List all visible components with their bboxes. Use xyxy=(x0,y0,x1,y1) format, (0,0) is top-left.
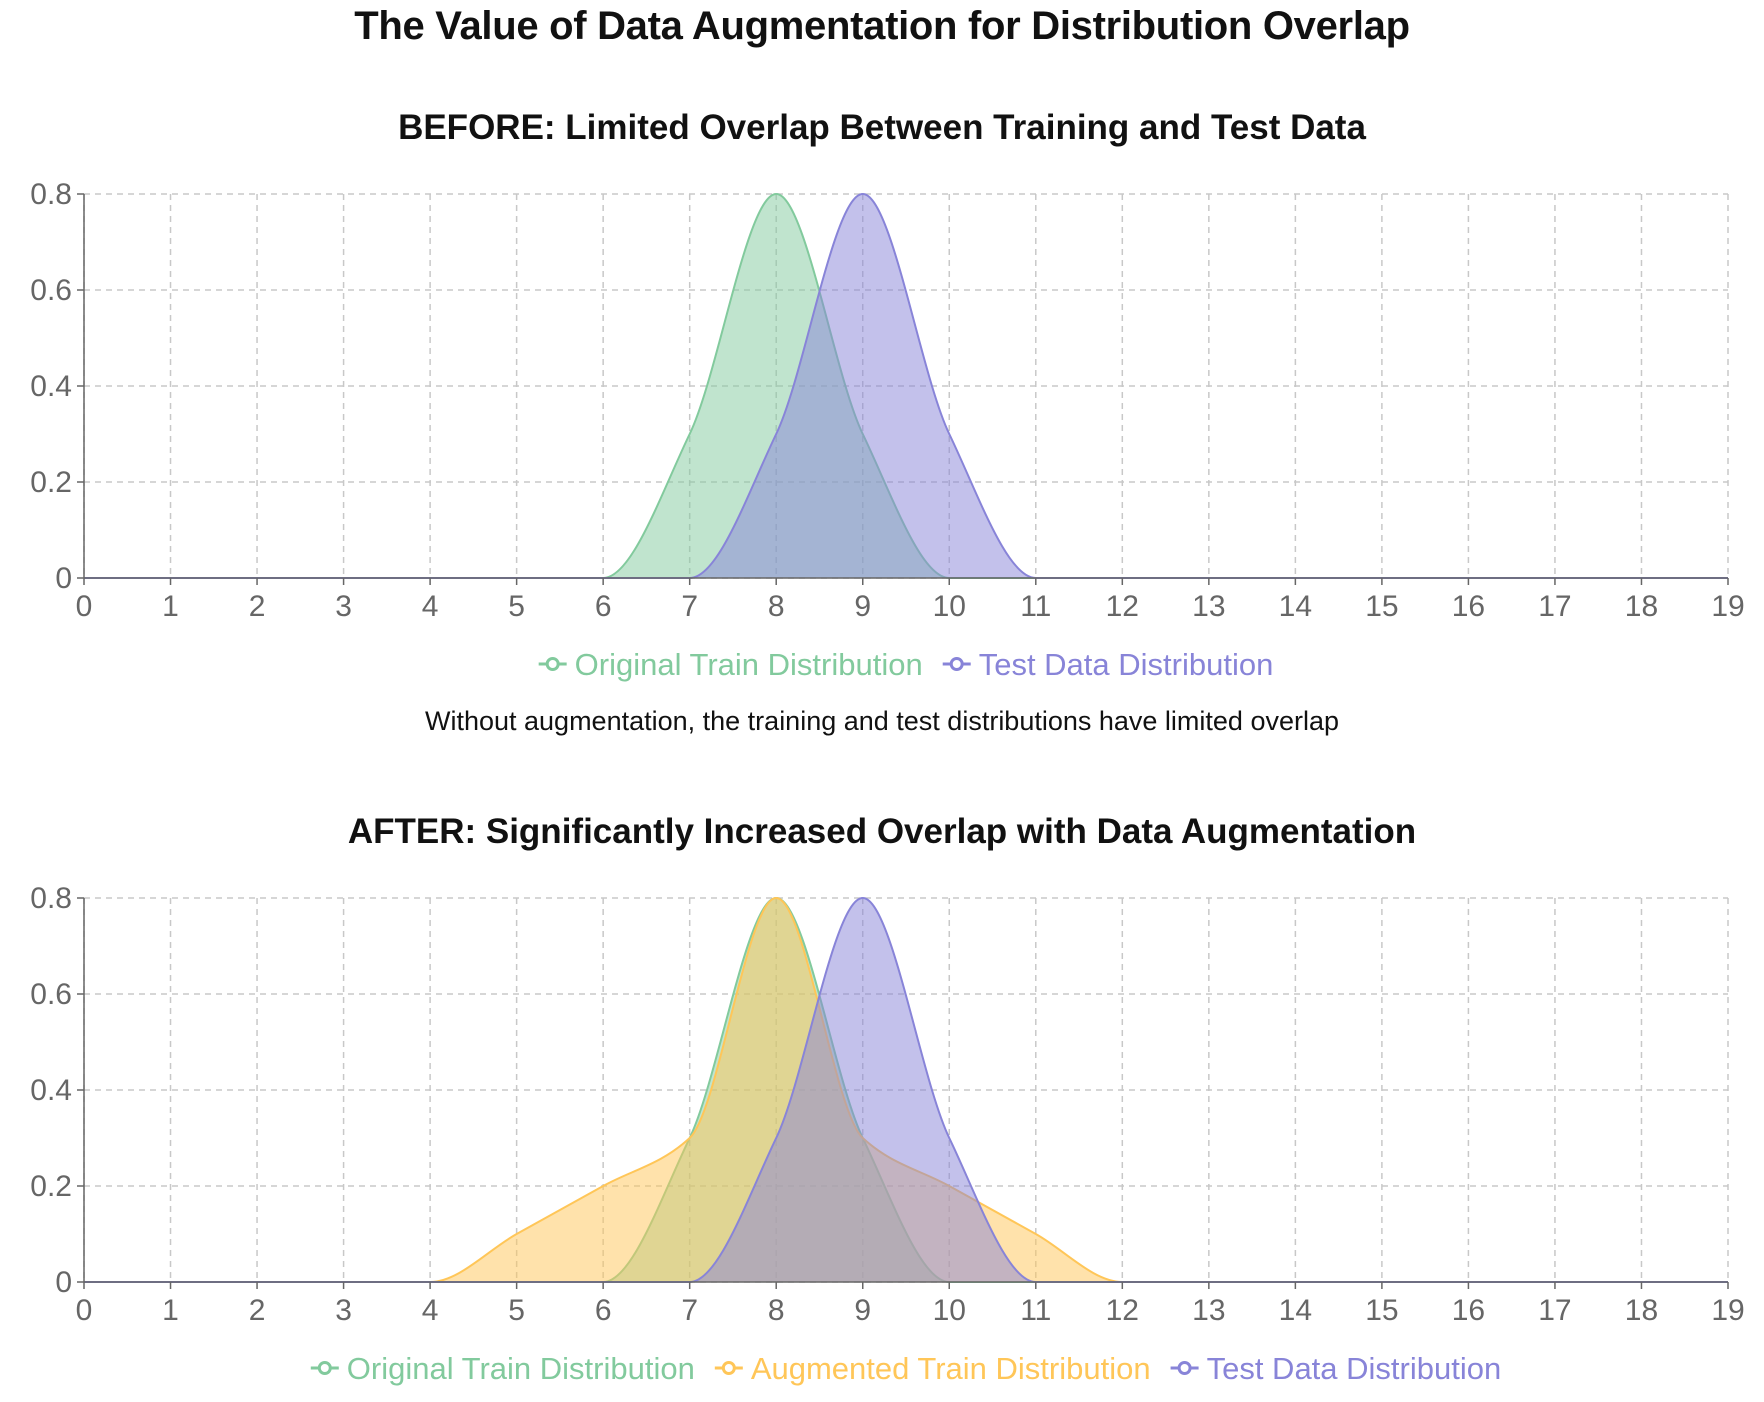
x-tick-label: 4 xyxy=(422,1294,439,1327)
y-tick-label: 0.4 xyxy=(30,370,72,403)
x-tick-label: 16 xyxy=(1452,1294,1485,1327)
x-tick-label: 4 xyxy=(422,590,439,623)
x-tick-label: 9 xyxy=(854,1294,871,1327)
x-tick-label: 5 xyxy=(508,1294,525,1327)
x-tick-label: 3 xyxy=(335,1294,352,1327)
x-tick-label: 19 xyxy=(1711,1294,1744,1327)
legend-icon xyxy=(317,1361,332,1375)
x-tick-label: 18 xyxy=(1625,1294,1658,1327)
x-tick-label: 14 xyxy=(1279,1294,1312,1327)
x-tick-label: 0 xyxy=(76,590,93,623)
x-tick-label: 0 xyxy=(76,1294,93,1327)
x-tick-label: 5 xyxy=(508,590,525,623)
page-title: The Value of Data Augmentation for Distr… xyxy=(354,4,1410,48)
x-tick-label: 13 xyxy=(1192,590,1225,623)
x-tick-label: 3 xyxy=(335,590,352,623)
x-tick-label: 12 xyxy=(1106,1294,1139,1327)
legend-label: Augmented Train Distribution xyxy=(751,1351,1151,1386)
y-tick-label: 0.2 xyxy=(30,466,72,499)
x-tick-label: 12 xyxy=(1106,590,1139,623)
y-tick-label: 0.2 xyxy=(30,1170,72,1203)
x-tick-label: 6 xyxy=(595,1294,612,1327)
legend-icon xyxy=(721,1361,736,1375)
legend-item-original: Original Train Distribution xyxy=(538,647,923,682)
x-tick-label: 7 xyxy=(681,1294,698,1327)
x-tick-label: 11 xyxy=(1020,590,1051,623)
x-tick-label: 8 xyxy=(768,590,785,623)
x-tick-label: 14 xyxy=(1279,590,1312,623)
legend: Original Train Distribution Augmented Tra… xyxy=(310,1351,1502,1386)
y-tick-label: 0 xyxy=(55,1266,72,1299)
x-tick-label: 2 xyxy=(249,590,266,623)
legend: Original Train Distribution Test Data Dis… xyxy=(538,647,1274,682)
y-tick-label: 0.8 xyxy=(30,178,72,211)
y-tick-label: 0.8 xyxy=(30,882,72,915)
legend-icon xyxy=(949,657,964,671)
before-chart-title: BEFORE: Limited Overlap Between Training… xyxy=(398,108,1366,147)
x-tick-label: 9 xyxy=(854,590,871,623)
x-tick-label: 11 xyxy=(1020,1294,1051,1327)
legend-label: Test Data Distribution xyxy=(1207,1351,1502,1386)
legend-label: Test Data Distribution xyxy=(979,647,1274,682)
before-chart: 0 1 2 3 4 5 6 7 8 9 10 11 12 13 14 15 16 17 18 1900.20.40.6… xyxy=(30,178,1744,682)
x-tick-label: 2 xyxy=(249,1294,266,1327)
x-tick-label: 17 xyxy=(1538,590,1571,623)
x-tick-label: 19 xyxy=(1711,590,1744,623)
x-tick-label: 18 xyxy=(1625,590,1658,623)
legend-label: Original Train Distribution xyxy=(575,647,923,682)
area-fill-test xyxy=(84,194,1728,578)
legend-item-original: Original Train Distribution xyxy=(310,1351,695,1386)
y-tick-label: 0.6 xyxy=(30,274,72,307)
area-fill-test xyxy=(84,898,1728,1282)
legend-item-test: Test Data Distribution xyxy=(942,647,1274,682)
x-tick-label: 15 xyxy=(1365,1294,1398,1327)
after-chart-title: AFTER: Significantly Increased Overlap w… xyxy=(347,812,1417,851)
x-tick-label: 13 xyxy=(1192,1294,1225,1327)
legend-label: Original Train Distribution xyxy=(347,1351,695,1386)
x-tick-label: 7 xyxy=(681,590,698,623)
after-chart: 0 1 2 3 4 5 6 7 8 9 10 11 12 13 14 15 16 17 18 1900.20.40.6… xyxy=(30,882,1744,1386)
before-caption: Without augmentation, the training and t… xyxy=(424,706,1340,736)
x-tick-label: 16 xyxy=(1452,590,1485,623)
y-tick-label: 0.4 xyxy=(30,1074,72,1107)
x-tick-label: 15 xyxy=(1365,590,1398,623)
x-tick-label: 6 xyxy=(595,590,612,623)
x-tick-label: 1 xyxy=(162,1294,179,1327)
legend-item-augmented: Augmented Train Distribution xyxy=(714,1351,1151,1386)
x-tick-label: 10 xyxy=(933,1294,966,1327)
x-tick-label: 10 xyxy=(933,590,966,623)
y-tick-label: 0 xyxy=(55,562,72,595)
legend-icon xyxy=(1177,1361,1192,1375)
y-tick-label: 0.6 xyxy=(30,978,72,1011)
legend-icon xyxy=(545,657,560,671)
legend-item-test: Test Data Distribution xyxy=(1170,1351,1502,1386)
x-tick-label: 8 xyxy=(768,1294,785,1327)
x-tick-label: 17 xyxy=(1538,1294,1571,1327)
x-tick-label: 1 xyxy=(162,590,179,623)
